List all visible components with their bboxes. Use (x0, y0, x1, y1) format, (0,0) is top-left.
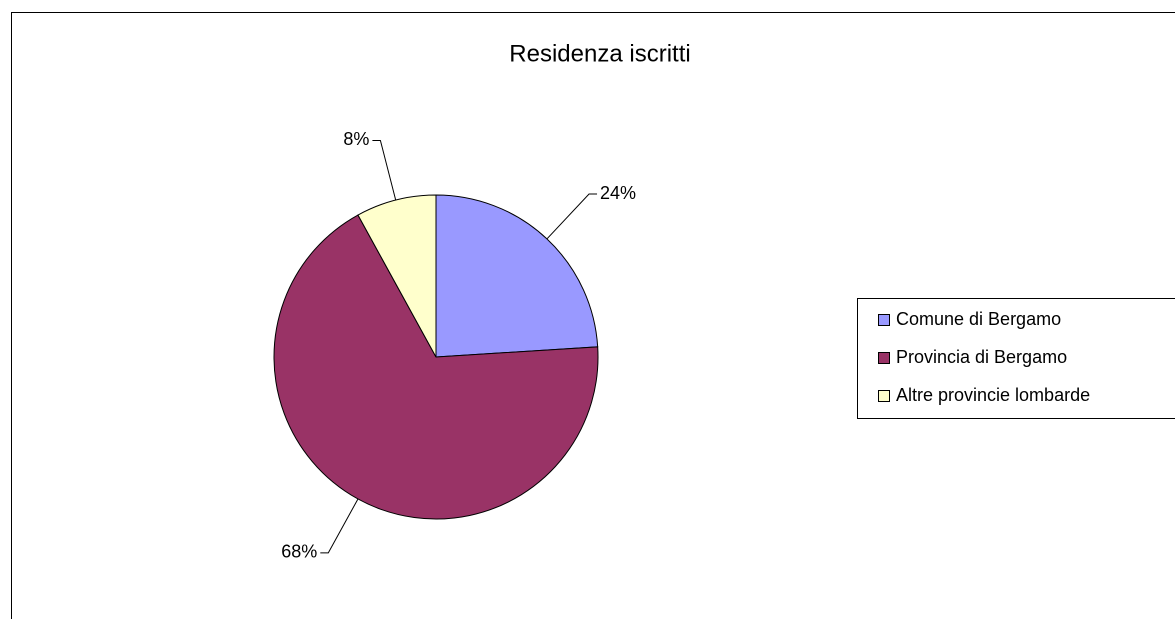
legend-swatch (878, 390, 890, 402)
legend-label: Altre provincie lombarde (896, 385, 1090, 405)
data-label: 8% (343, 129, 369, 149)
legend-label: Provincia di Bergamo (896, 347, 1067, 367)
leader-line (546, 193, 598, 240)
legend-swatch (878, 352, 890, 364)
leader-line (320, 498, 359, 554)
data-label: 68% (281, 542, 317, 562)
legend-swatch (878, 314, 890, 326)
data-label: 24% (600, 183, 636, 203)
legend-label: Comune di Bergamo (896, 309, 1061, 329)
legend-box (857, 298, 1175, 419)
chart-title: Residenza iscritti (509, 40, 690, 67)
pie-slice (435, 194, 599, 358)
leader-line (372, 139, 397, 201)
chart-border (11, 12, 1175, 619)
